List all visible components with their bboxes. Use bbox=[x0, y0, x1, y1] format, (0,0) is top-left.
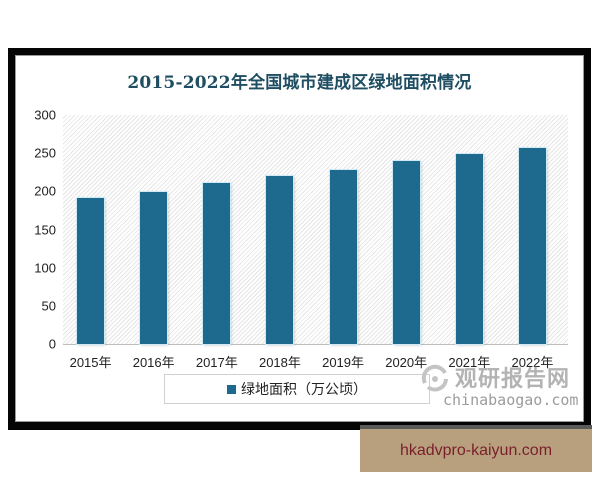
chart-frame: 2015-2022年全国城市建成区绿地面积情况 0 50 100 150 200 250 3… bbox=[8, 48, 591, 430]
y-tick-label: 50 bbox=[41, 298, 56, 314]
y-tick-label: 200 bbox=[34, 183, 56, 199]
x-tick-label: 2015年 bbox=[69, 355, 112, 370]
watermark-domain: chinabaogao.com bbox=[443, 391, 579, 409]
x-tick-label: 2017年 bbox=[195, 355, 238, 370]
bar bbox=[329, 169, 357, 344]
legend: 绿地面积（万公顷） bbox=[164, 374, 430, 404]
bar bbox=[140, 191, 168, 344]
chart-card: 2015-2022年全国城市建成区绿地面积情况 0 50 100 150 200 250 3… bbox=[15, 55, 584, 422]
y-tick-label: 0 bbox=[48, 336, 56, 352]
x-tick-label: 2021年 bbox=[448, 355, 491, 370]
overlay-banner: hkadvpro-kaiyun.com bbox=[360, 425, 592, 472]
bar bbox=[266, 176, 294, 344]
y-tick-label: 300 bbox=[34, 107, 56, 123]
bar bbox=[518, 148, 546, 344]
x-tick-label: 2016年 bbox=[132, 355, 175, 370]
bar bbox=[77, 198, 105, 344]
x-tick-label: 2022年 bbox=[511, 355, 554, 370]
y-tick-label: 100 bbox=[34, 260, 56, 276]
chart-title: 2015-2022年全国城市建成区绿地面积情况 bbox=[127, 73, 472, 93]
y-tick-label: 250 bbox=[34, 145, 56, 161]
x-tick-label: 2018年 bbox=[258, 355, 301, 370]
plot-area bbox=[63, 115, 568, 345]
legend-swatch-icon bbox=[227, 384, 236, 394]
bar bbox=[203, 183, 231, 344]
x-tick-label: 2020年 bbox=[385, 355, 428, 370]
bar bbox=[455, 153, 483, 344]
bar bbox=[392, 160, 420, 344]
x-tick-label: 2019年 bbox=[322, 355, 365, 370]
legend-label: 绿地面积（万公顷） bbox=[241, 382, 367, 398]
y-tick-label: 150 bbox=[34, 222, 56, 237]
